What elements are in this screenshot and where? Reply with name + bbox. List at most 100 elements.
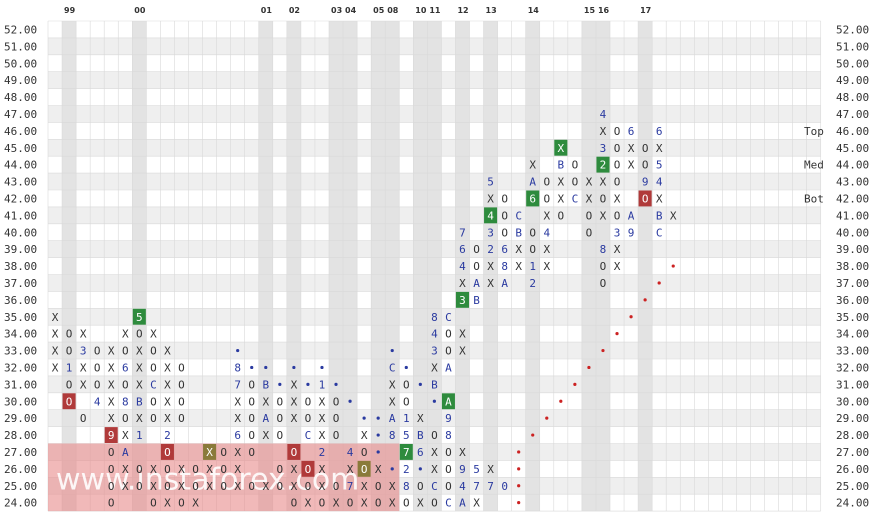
highlight-box <box>399 444 413 460</box>
o-box: O <box>164 463 171 476</box>
x-box: X <box>108 361 115 374</box>
month-box: 5 <box>487 176 494 189</box>
highlight-cell: O <box>361 463 368 476</box>
right-price-label: 34.00 <box>836 328 869 341</box>
left-price-label: 37.00 <box>4 277 37 290</box>
level-labels: Top Med Bot <box>804 125 824 206</box>
o-box: O <box>108 463 115 476</box>
x-box: X <box>614 192 621 205</box>
left-price-label: 50.00 <box>4 57 37 70</box>
trend-dot-down <box>250 365 254 370</box>
year-label: 08 <box>387 6 399 15</box>
o-box: O <box>445 345 452 358</box>
x-box: X <box>234 395 241 408</box>
left-price-label: 26.00 <box>4 463 37 476</box>
month-box: 8 <box>600 243 607 256</box>
year-label: 05 <box>373 6 385 15</box>
x-box: X <box>487 463 494 476</box>
x-box: X <box>164 497 171 510</box>
o-box: O <box>572 176 579 189</box>
year-column-shade <box>329 21 344 512</box>
highlight-box <box>554 139 568 156</box>
trend-dot-up <box>559 399 563 403</box>
o-box: O <box>277 429 284 442</box>
x-box: X <box>543 260 550 273</box>
right-price-label: 37.00 <box>836 277 869 290</box>
x-box: X <box>333 497 340 510</box>
o-box: O <box>614 159 621 172</box>
month-box: 6 <box>459 243 466 256</box>
month-box: 2 <box>164 429 171 442</box>
trend-dot-down <box>376 433 380 437</box>
x-box: X <box>122 463 129 476</box>
month-box: A <box>445 361 452 374</box>
highlight-cell: 3 <box>459 294 466 307</box>
highlight-box <box>441 393 455 410</box>
right-price-label: 24.00 <box>836 497 869 510</box>
highlight-cell: 5 <box>136 311 143 324</box>
right-price-label: 42.00 <box>836 192 869 205</box>
trend-dot-up <box>517 501 521 505</box>
year-column-shade <box>343 21 358 512</box>
x-box: X <box>52 311 59 324</box>
o-box: O <box>473 243 480 256</box>
trend-dot-down <box>432 399 436 403</box>
trend-dot-down <box>306 382 310 386</box>
o-box: O <box>529 226 536 239</box>
x-box: X <box>164 395 171 408</box>
left-price-label: 38.00 <box>4 260 37 273</box>
month-box: A <box>501 277 508 290</box>
x-box: X <box>291 395 298 408</box>
x-box: X <box>375 463 382 476</box>
month-box: C <box>572 192 579 205</box>
right-price-label: 40.00 <box>836 226 869 239</box>
trend-dot-up <box>671 264 675 268</box>
month-box: B <box>515 226 522 239</box>
month-box: 6 <box>122 361 129 374</box>
highlight-cell: O <box>291 446 298 459</box>
highlight-cell: X <box>558 142 565 155</box>
x-box: X <box>150 463 157 476</box>
x-box: X <box>389 378 396 391</box>
x-box: X <box>291 480 298 493</box>
o-box: O <box>220 480 227 493</box>
right-price-label: 32.00 <box>836 361 869 374</box>
x-box: X <box>487 192 494 205</box>
month-box: 5 <box>473 463 480 476</box>
o-box: O <box>122 378 129 391</box>
year-column-shade <box>581 21 596 512</box>
year-label: 01 <box>261 6 273 15</box>
highlight-box <box>638 190 652 207</box>
o-box: O <box>150 497 157 510</box>
o-box: O <box>445 328 452 341</box>
left-price-label: 42.00 <box>4 192 37 205</box>
o-box: O <box>192 480 199 493</box>
year-column-shade <box>427 21 442 512</box>
month-box: A <box>473 277 480 290</box>
o-box: O <box>600 277 607 290</box>
x-box: X <box>319 395 326 408</box>
o-box: O <box>136 328 143 341</box>
year-label: 15 <box>584 6 596 15</box>
o-box: O <box>445 480 452 493</box>
x-box: X <box>417 412 424 425</box>
o-box: O <box>220 463 227 476</box>
o-box: O <box>136 480 143 493</box>
x-box: X <box>487 277 494 290</box>
x-box: X <box>600 209 607 222</box>
o-box: O <box>333 480 340 493</box>
month-box: 4 <box>94 395 101 408</box>
trend-dot-up <box>601 348 605 353</box>
year-label: 14 <box>528 6 540 15</box>
year-label: 04 <box>345 6 357 15</box>
left-price-label: 36.00 <box>4 294 37 307</box>
trend-dot-down <box>418 467 422 471</box>
month-box: 8 <box>122 395 129 408</box>
trend-dot-down <box>376 416 380 420</box>
month-box: C <box>656 226 663 239</box>
x-box: X <box>361 480 368 493</box>
month-box: 6 <box>501 243 508 256</box>
right-price-label: 35.00 <box>836 311 869 324</box>
x-box: X <box>614 260 621 273</box>
year-label: 99 <box>64 6 76 15</box>
